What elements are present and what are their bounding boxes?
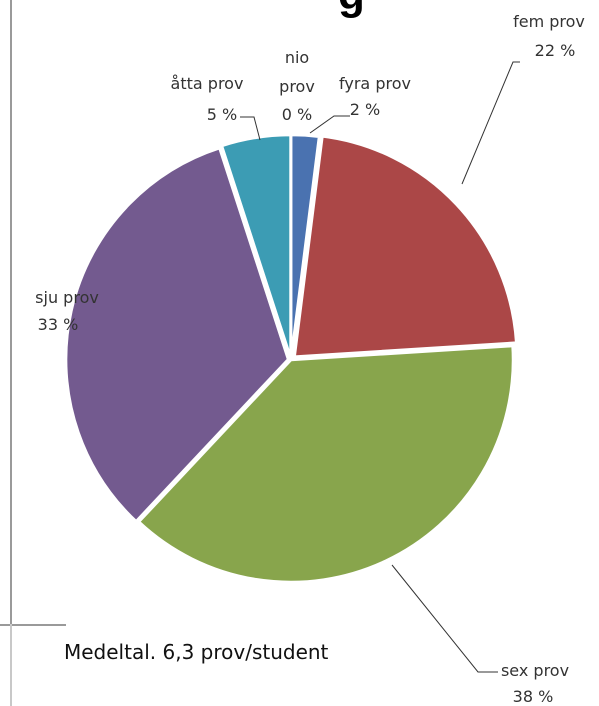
slice-value-sex-prov: 38 % (513, 687, 554, 706)
slice-label-fem-prov: fem prov (513, 12, 585, 31)
frame-bottom-border (0, 624, 66, 626)
slice-value-nio-prov: 0 % (282, 105, 312, 124)
slice-value-atta-prov: 5 % (207, 105, 237, 124)
average-footnote: Medeltal. 6,3 prov/student (64, 640, 329, 664)
slice-label-nio-prov-line-2: prov (279, 77, 315, 96)
frame-left-lower-border (10, 624, 12, 706)
slice-label-atta-prov: åtta prov (171, 74, 244, 93)
leader-line-fem-prov (461, 61, 520, 185)
slice-label-nio-prov-line-1: nio (285, 48, 309, 67)
chart-title: g (338, 0, 366, 20)
slice-label-sex-prov: sex prov (501, 661, 569, 680)
pie-slice-sex-prov (137, 344, 515, 584)
slice-value-fem-prov: 22 % (535, 41, 576, 60)
leader-lines (240, 61, 520, 673)
slice-value-sju-prov: 33 % (38, 315, 79, 334)
slice-value-fyra-prov: 2 % (350, 100, 380, 119)
slice-labels: fyra prov 2 % fem prov 22 % sex prov 38 % sju … (35, 12, 585, 706)
leader-line-sex-prov (391, 564, 498, 673)
pie-slices (64, 133, 518, 584)
pie-slice-fem-prov (293, 134, 518, 358)
pie-slice-atta-prov (220, 133, 292, 358)
slice-label-fyra-prov: fyra prov (339, 74, 411, 93)
leader-line-fyra-prov (309, 115, 350, 134)
slice-label-sju-prov: sju prov (35, 288, 99, 307)
frame-left-border (0, 0, 12, 625)
pie-slice-sju-prov (64, 146, 290, 523)
leader-line-atta-prov (240, 116, 261, 141)
